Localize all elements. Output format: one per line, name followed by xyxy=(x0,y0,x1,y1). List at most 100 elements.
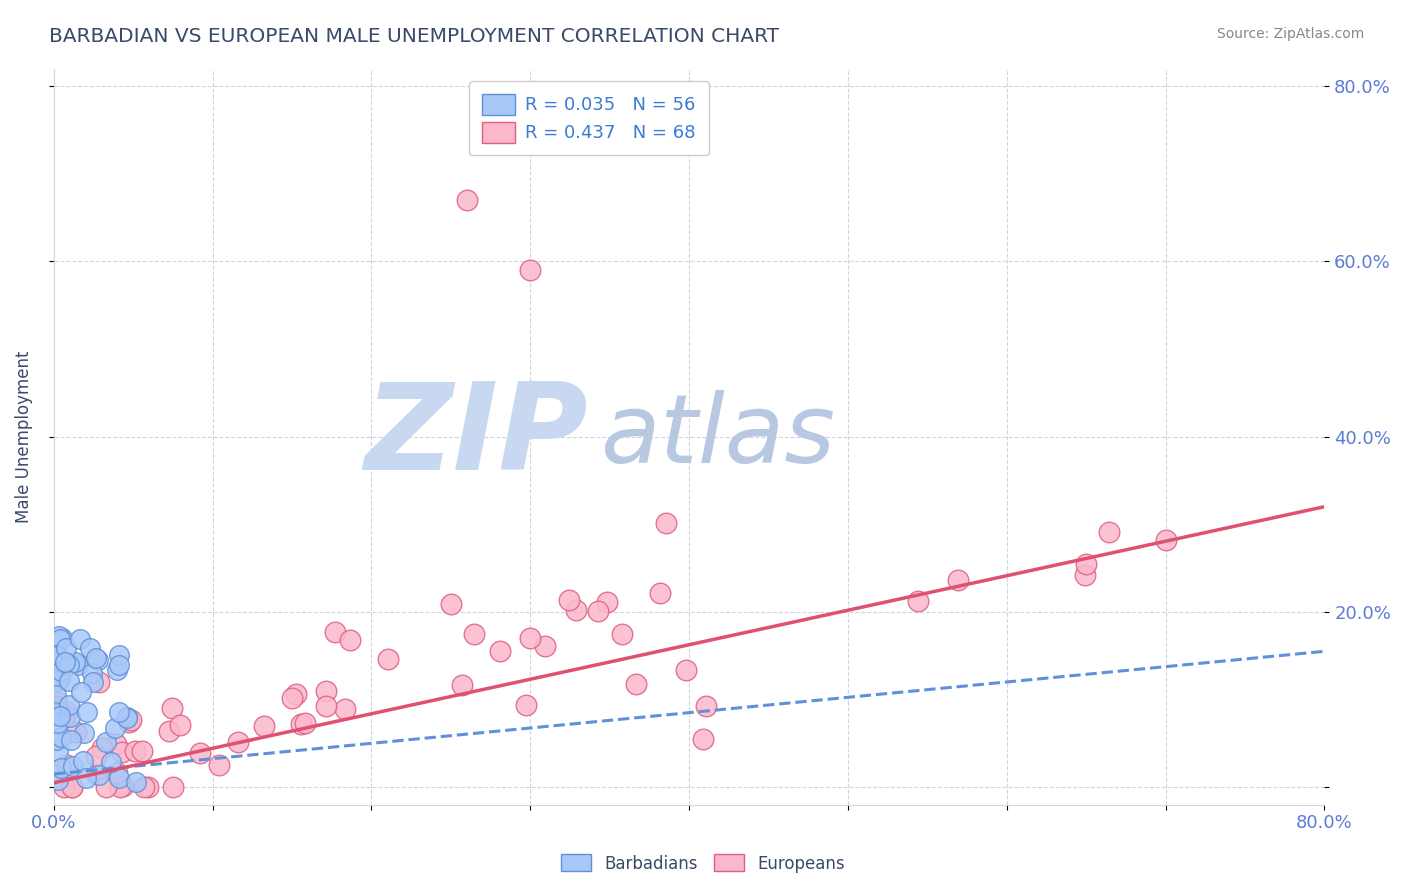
Point xyxy=(44,707,66,722)
Point xyxy=(107,705,129,719)
Point xyxy=(89,675,111,690)
Point xyxy=(1154,533,1177,547)
Point xyxy=(946,573,969,587)
Point xyxy=(188,746,211,760)
Point xyxy=(75,771,97,785)
Point xyxy=(94,735,117,749)
Text: Source: ZipAtlas.com: Source: ZipAtlas.com xyxy=(1216,27,1364,41)
Point xyxy=(104,737,127,751)
Point xyxy=(49,632,72,647)
Point xyxy=(335,702,357,716)
Point xyxy=(73,725,96,739)
Point xyxy=(46,698,69,713)
Point xyxy=(53,780,76,794)
Point xyxy=(557,593,579,607)
Point xyxy=(564,603,586,617)
Point xyxy=(654,516,676,530)
Point xyxy=(695,698,717,713)
Point xyxy=(208,758,231,772)
Point xyxy=(48,672,70,686)
Legend: Barbadians, Europeans: Barbadians, Europeans xyxy=(554,847,852,880)
Point xyxy=(60,780,83,794)
Point xyxy=(132,780,155,794)
Point xyxy=(624,677,647,691)
Point xyxy=(82,666,104,681)
Point xyxy=(96,780,118,794)
Point xyxy=(323,625,346,640)
Point xyxy=(124,744,146,758)
Point xyxy=(108,648,131,662)
Point xyxy=(120,714,142,728)
Point xyxy=(58,698,80,713)
Point xyxy=(84,749,107,764)
Point xyxy=(55,655,77,669)
Point xyxy=(1073,568,1095,582)
Point xyxy=(339,633,361,648)
Point xyxy=(105,663,128,677)
Point xyxy=(66,658,89,673)
Point xyxy=(111,745,134,759)
Point xyxy=(70,685,93,699)
Point xyxy=(46,708,69,723)
Text: atlas: atlas xyxy=(600,390,835,483)
Point xyxy=(105,765,128,780)
Point xyxy=(65,725,87,739)
Point xyxy=(55,641,77,656)
Point xyxy=(610,626,633,640)
Point xyxy=(108,780,131,794)
Point xyxy=(58,658,80,673)
Point xyxy=(69,632,91,646)
Point xyxy=(596,595,619,609)
Point xyxy=(45,695,67,709)
Point xyxy=(169,717,191,731)
Point xyxy=(59,710,82,724)
Point xyxy=(51,631,73,645)
Point xyxy=(49,669,72,683)
Point xyxy=(489,644,512,658)
Point xyxy=(315,698,337,713)
Point xyxy=(46,716,69,731)
Point xyxy=(72,754,94,768)
Point xyxy=(131,744,153,758)
Point xyxy=(51,665,73,679)
Point xyxy=(53,710,76,724)
Point xyxy=(44,733,66,747)
Point xyxy=(46,744,69,758)
Point xyxy=(675,663,697,677)
Point xyxy=(60,780,83,794)
Point xyxy=(49,761,72,775)
Point xyxy=(1098,525,1121,540)
Point xyxy=(253,719,276,733)
Point xyxy=(104,722,127,736)
Point xyxy=(117,715,139,730)
Point xyxy=(450,677,472,691)
Point xyxy=(46,673,69,688)
Point xyxy=(377,652,399,666)
Point xyxy=(115,711,138,725)
Point xyxy=(56,705,79,719)
Point xyxy=(44,767,66,781)
Point xyxy=(463,627,485,641)
Point xyxy=(48,629,70,643)
Point xyxy=(56,758,79,772)
Point xyxy=(162,780,184,794)
Point xyxy=(907,594,929,608)
Point xyxy=(117,709,139,723)
Point xyxy=(87,653,110,667)
Point xyxy=(45,688,67,702)
Point xyxy=(285,687,308,701)
Point xyxy=(63,655,86,669)
Point xyxy=(440,597,463,611)
Point xyxy=(45,648,67,662)
Point xyxy=(79,641,101,656)
Point xyxy=(86,766,108,780)
Point xyxy=(45,648,67,663)
Point xyxy=(162,701,184,715)
Point xyxy=(588,604,610,618)
Point xyxy=(44,733,66,747)
Point xyxy=(60,733,83,747)
Point xyxy=(138,780,160,794)
Point xyxy=(290,717,312,731)
Point xyxy=(315,684,337,698)
Point xyxy=(108,657,131,672)
